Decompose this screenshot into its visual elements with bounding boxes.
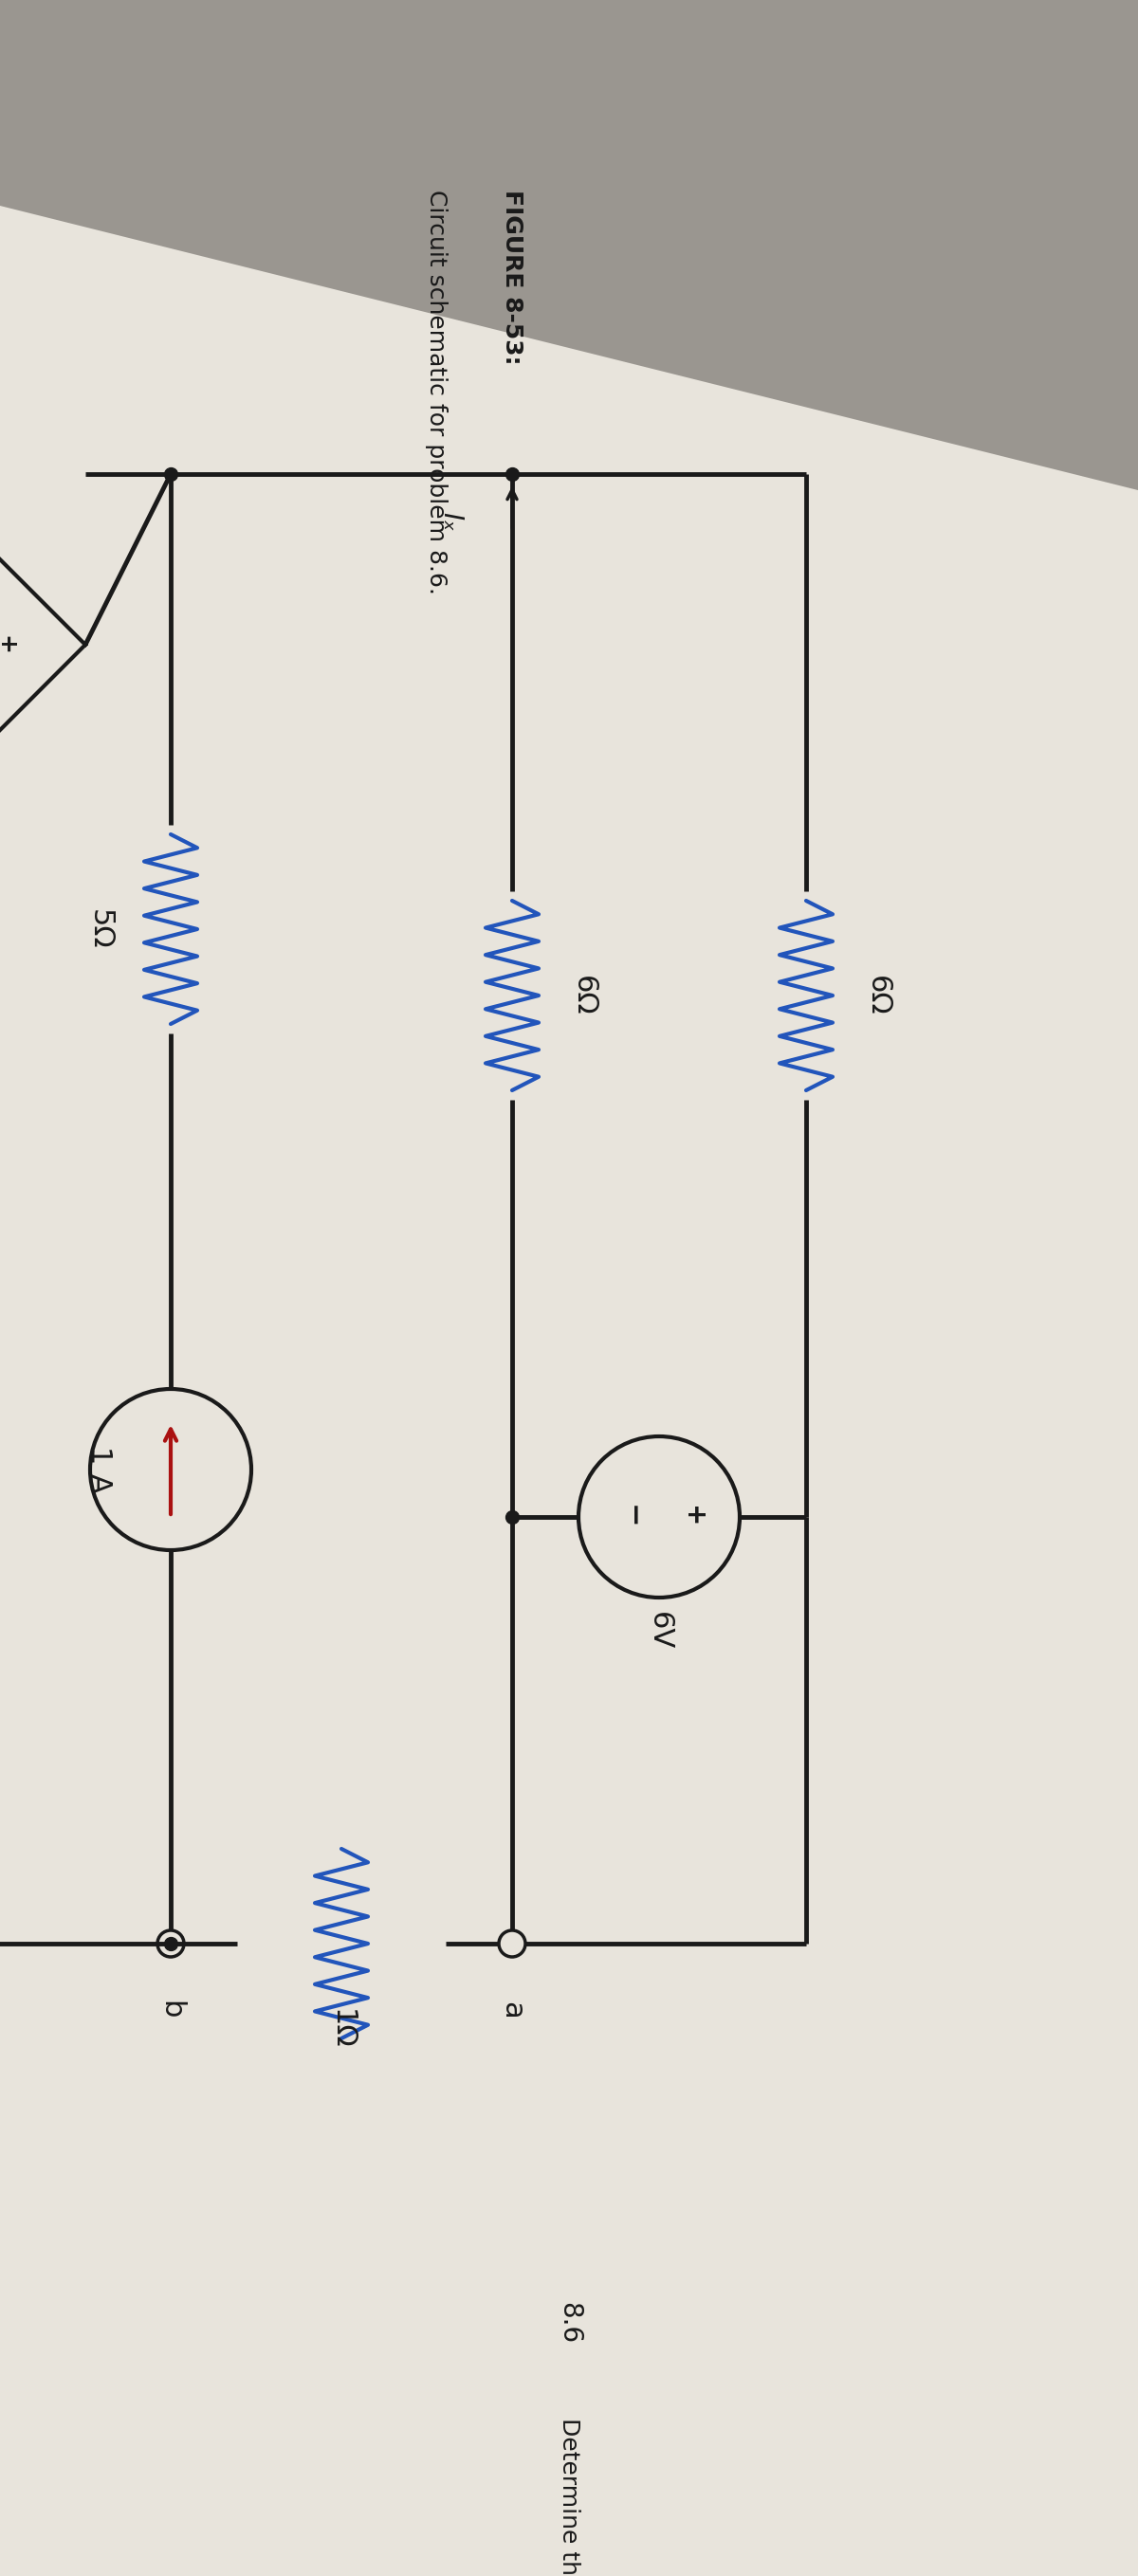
Text: 6Ω: 6Ω	[569, 976, 597, 1015]
Text: Iₓ: Iₓ	[437, 513, 464, 531]
Text: +: +	[0, 634, 16, 654]
Text: FIGURE 8-53:: FIGURE 8-53:	[501, 191, 523, 366]
Text: Determine the Thevenin’s equivalent circuit at terminals a-b in the circuit show: Determine the Thevenin’s equivalent circ…	[558, 2419, 580, 2576]
Text: Circuit schematic for problem 8.6.: Circuit schematic for problem 8.6.	[424, 191, 447, 595]
Text: −: −	[617, 1504, 644, 1530]
Text: 1 A: 1 A	[85, 1445, 114, 1494]
Text: b: b	[157, 2002, 184, 2020]
Text: 8.6: 8.6	[555, 2303, 583, 2344]
Text: 5Ω: 5Ω	[85, 909, 114, 951]
Text: +: +	[679, 1507, 706, 1528]
Text: a: a	[498, 2002, 526, 2020]
Text: 1Ω: 1Ω	[328, 2009, 355, 2048]
Polygon shape	[0, 0, 1138, 489]
Text: 6V: 6V	[645, 1613, 673, 1649]
Text: 6Ω: 6Ω	[864, 976, 891, 1015]
